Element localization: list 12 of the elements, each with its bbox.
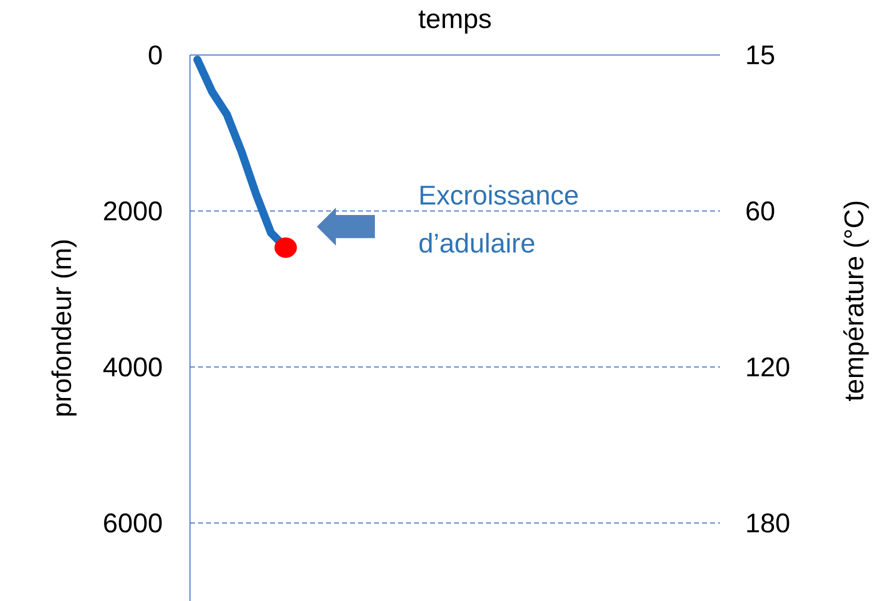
y-tick-label: 0 [148, 45, 162, 65]
text: 120 [747, 357, 790, 377]
y-axis-title: profondeur (m) [51, 240, 77, 416]
text: 180 [747, 513, 790, 533]
x-axis-title: temps [418, 10, 491, 34]
text: 60 [746, 201, 774, 221]
text: 15 [747, 46, 774, 64]
y-tick-label: 2000 [104, 201, 162, 221]
y-tick-label: 6000 [104, 513, 162, 533]
y-tick-label: 4000 [103, 357, 162, 377]
annotation: Excroissance d’adulaire [420, 184, 578, 253]
y2-axis-title: température (°C) [843, 202, 869, 401]
